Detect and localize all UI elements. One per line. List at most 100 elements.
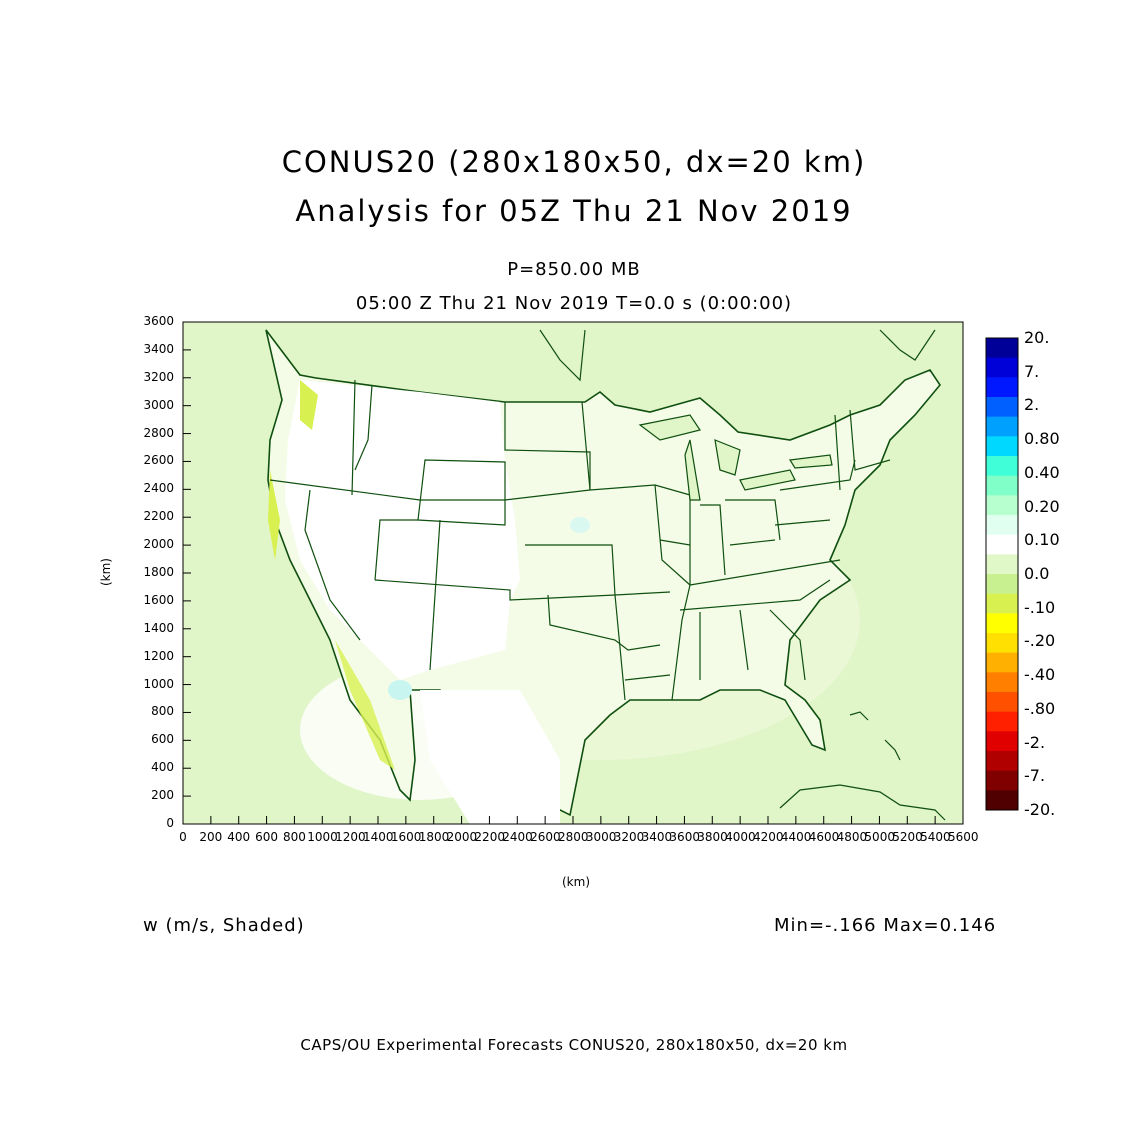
x-tick-label: 4200 (753, 830, 784, 844)
colorbar-swatch (986, 436, 1018, 457)
footer-credit: CAPS/OU Experimental Forecasts CONUS20, … (300, 1036, 848, 1054)
x-tick-label: 2000 (446, 830, 478, 844)
colorbar-swatch (986, 534, 1018, 555)
y-axis-label: (km) (99, 557, 114, 587)
y-tick-label: 1800 (143, 565, 174, 579)
y-tick-label: 3200 (143, 369, 174, 384)
region-mexico (420, 690, 560, 824)
colorbar-swatch (986, 613, 1018, 634)
colorbar-swatch (986, 495, 1018, 516)
colorbar-swatch (986, 357, 1018, 378)
colorbar-swatch (986, 377, 1018, 398)
y-tick-label: 800 (151, 704, 174, 719)
x-tick-label: 800 (282, 830, 306, 844)
colorbar-swatch (986, 790, 1018, 811)
y-tick-label: 1400 (143, 620, 174, 635)
axis-ticks (182, 321, 964, 825)
coastlines-extra (539, 329, 946, 821)
colorbar-label: 0.20 (1024, 496, 1060, 516)
region-west-interior (285, 380, 520, 680)
y-tick-label: 3600 (143, 314, 174, 328)
x-tick-label: 1400 (363, 830, 394, 844)
x-tick-label: 2400 (502, 830, 533, 844)
y-tick-label: 1000 (143, 676, 174, 691)
x-tick-label: 5200 (892, 830, 923, 844)
colorbar-label: -20. (1024, 800, 1056, 819)
x-tick-label: 1600 (390, 830, 422, 844)
colorbar-label: -.40 (1024, 665, 1056, 685)
x-tick-label: 4400 (780, 830, 812, 844)
x-tick-label: 2600 (530, 830, 561, 844)
y-tick-label: 1600 (143, 592, 174, 607)
pressure-level: P=850.00 MB (507, 259, 641, 280)
y-tick-label: 200 (151, 788, 174, 803)
coastal-strip-baja (335, 640, 395, 770)
x-tick-label: 0 (179, 830, 187, 844)
colorbar-label: -.20 (1024, 631, 1056, 651)
y-tick-label: 2400 (143, 481, 174, 496)
x-tick-label: 3000 (585, 830, 617, 844)
x-tick-label: 4600 (808, 830, 840, 844)
x-tick-label: 4800 (836, 830, 868, 844)
great-lakes (638, 414, 833, 501)
coastal-strip-wa (300, 380, 318, 430)
colorbar-swatch (986, 751, 1018, 772)
colorbar-swatch (986, 633, 1018, 654)
colorbar-label: 0.0 (1024, 564, 1050, 583)
colorbar-swatch (986, 692, 1018, 713)
field-description: w (m/s, Shaded) (143, 915, 305, 936)
colorbar (985, 337, 1019, 811)
x-tick-label: 1000 (307, 830, 338, 844)
x-tick-label: 3400 (641, 830, 673, 844)
y-tick-label: 3000 (143, 397, 174, 412)
x-tick-label: 5600 (948, 830, 979, 844)
colorbar-swatch (986, 711, 1018, 732)
valid-time: 05:00 Z Thu 21 Nov 2019 T=0.0 s (0:00:00… (355, 293, 793, 314)
colorbar-frame (985, 337, 1019, 811)
x-tick-label: 2800 (558, 830, 589, 844)
colorbar-swatch (986, 770, 1018, 791)
colorbar-label: -2. (1024, 732, 1046, 752)
chart-title-line2: Analysis for 05Z Thu 21 Nov 2019 (295, 194, 853, 228)
y-tick-label: 2800 (143, 425, 174, 440)
y-tick-label: 3400 (143, 341, 174, 356)
colorbar-label: 0.40 (1024, 462, 1060, 482)
colorbar-swatch (986, 574, 1018, 595)
x-tick-label: 2200 (474, 830, 505, 844)
x-tick-label: 3600 (669, 830, 700, 844)
colorbar-label: 0.10 (1024, 530, 1060, 550)
coastal-strip-ca (268, 470, 280, 560)
field-speck (388, 680, 412, 700)
chart-title-line1: CONUS20 (280x180x50, dx=20 km) (281, 145, 867, 179)
y-tick-label: 0 (166, 816, 174, 830)
x-tick-label: 1200 (335, 830, 366, 844)
colorbar-swatch (986, 397, 1018, 418)
colorbar-swatch (986, 456, 1018, 477)
state-boundaries (269, 379, 891, 701)
x-tick-label: 5000 (864, 830, 895, 844)
colorbar-label: 2. (1024, 395, 1040, 415)
colorbar-swatch (986, 475, 1018, 496)
field-speck (570, 517, 590, 533)
x-tick-label: 400 (227, 830, 251, 844)
colorbar-swatch (986, 554, 1018, 575)
y-tick-label: 1200 (143, 648, 174, 663)
colorbar-label: -7. (1024, 766, 1046, 786)
y-tick-label: 2200 (143, 509, 174, 524)
y-tick-label: 2000 (143, 537, 174, 552)
colorbar-swatch (986, 338, 1018, 359)
x-tick-label: 3200 (613, 830, 645, 844)
x-tick-label: 3800 (697, 830, 728, 844)
x-tick-label: 5400 (920, 830, 951, 844)
x-tick-label: 600 (255, 830, 279, 844)
colorbar-swatch (986, 652, 1018, 673)
y-tick-label: 400 (151, 760, 174, 775)
colorbar-label: -.80 (1024, 698, 1056, 718)
colorbar-label: 0.80 (1024, 429, 1060, 449)
min-max-values: Min=-.166 Max=0.146 (774, 915, 997, 936)
colorbar-swatch (986, 416, 1018, 437)
colorbar-swatch (986, 672, 1018, 693)
colorbar-label: 7. (1024, 361, 1040, 381)
colorbar-label: -.10 (1024, 597, 1056, 617)
map-layer (265, 329, 946, 824)
